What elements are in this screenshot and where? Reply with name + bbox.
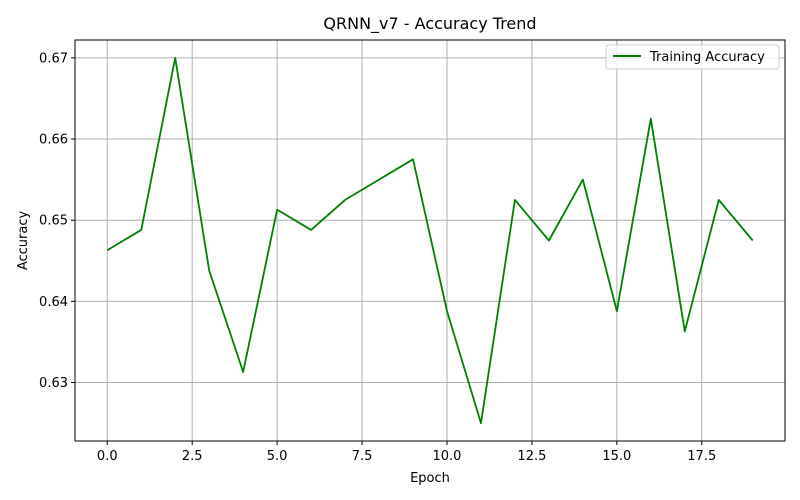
legend-label-training-accuracy: Training Accuracy [649, 50, 765, 65]
legend: Training Accuracy [605, 44, 780, 70]
x-axis-label: Epoch [410, 471, 450, 486]
y-tick-label: 0.64 [39, 295, 68, 310]
chart-title: QRNN_v7 - Accuracy Trend [323, 14, 536, 34]
x-tick-label: 15.0 [602, 449, 631, 464]
x-tick-label: 10.0 [433, 449, 462, 464]
x-tick-label: 5.0 [267, 449, 288, 464]
y-axis-label: Accuracy [16, 211, 31, 271]
y-tick-label: 0.67 [39, 51, 68, 66]
y-tick-label: 0.65 [39, 214, 68, 229]
x-tick-label: 7.5 [352, 449, 373, 464]
y-tick-label: 0.66 [39, 133, 68, 148]
x-tick-label: 2.5 [182, 449, 203, 464]
x-tick-label: 12.5 [517, 449, 546, 464]
legend-box [605, 44, 780, 70]
series-layer [106, 56, 754, 425]
y-tick-label: 0.63 [39, 376, 68, 391]
plot-frame [74, 39, 786, 442]
ticks: 0.0 2.5 5.0 7.5 10.0 12.5 15.0 17.5 0.63 0.64 0.65… [39, 51, 716, 464]
x-tick-label: 0.0 [97, 449, 118, 464]
x-tick-label: 17.5 [687, 449, 716, 464]
series-line-training-accuracy [106, 56, 754, 425]
